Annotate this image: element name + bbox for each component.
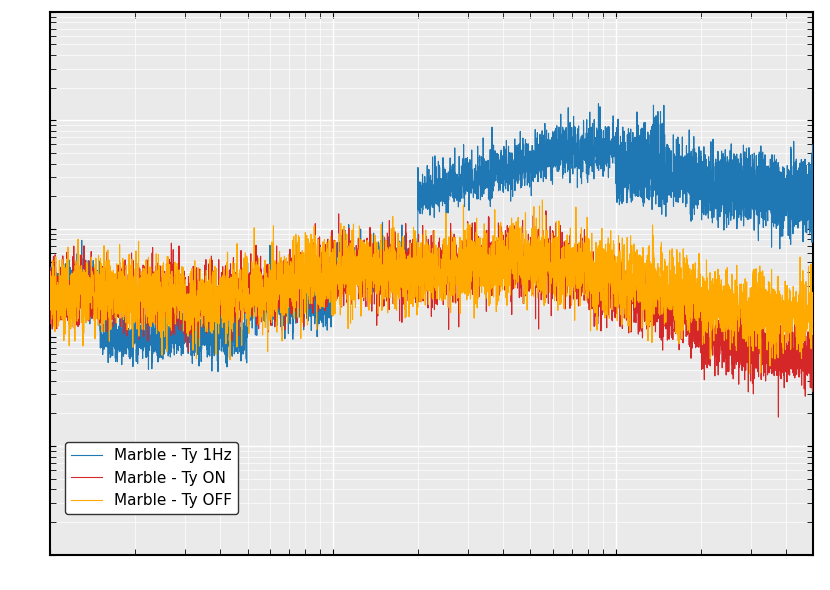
Marble - Ty ON — [541, 207, 551, 214]
Marble - Ty 1Hz — [503, 167, 513, 174]
Marble - Ty 1Hz — [183, 326, 193, 333]
Marble - Ty ON — [808, 345, 818, 352]
Marble - Ty OFF — [541, 278, 551, 286]
Legend: Marble - Ty 1Hz, Marble - Ty ON, Marble - Ty OFF: Marble - Ty 1Hz, Marble - Ty ON, Marble … — [65, 442, 238, 514]
Marble - Ty 1Hz — [593, 100, 603, 107]
Line: Marble - Ty 1Hz: Marble - Ty 1Hz — [50, 104, 813, 372]
Marble - Ty OFF — [808, 317, 818, 324]
Line: Marble - Ty ON: Marble - Ty ON — [50, 211, 813, 417]
Marble - Ty ON — [673, 301, 683, 308]
Marble - Ty ON — [615, 294, 625, 301]
Marble - Ty OFF — [337, 264, 347, 271]
Marble - Ty OFF — [615, 277, 625, 284]
Marble - Ty OFF — [538, 196, 548, 204]
Marble - Ty OFF — [673, 298, 683, 305]
Marble - Ty 1Hz — [541, 126, 551, 133]
Marble - Ty ON — [541, 294, 551, 301]
Marble - Ty ON — [774, 414, 784, 421]
Marble - Ty 1Hz — [45, 276, 55, 283]
Marble - Ty 1Hz — [337, 232, 347, 239]
Marble - Ty 1Hz — [213, 368, 223, 375]
Marble - Ty OFF — [503, 230, 513, 237]
Marble - Ty 1Hz — [673, 133, 683, 140]
Line: Marble - Ty OFF: Marble - Ty OFF — [50, 200, 813, 373]
Marble - Ty 1Hz — [808, 224, 818, 231]
Marble - Ty OFF — [45, 303, 55, 310]
Marble - Ty OFF — [183, 311, 193, 318]
Marble - Ty 1Hz — [615, 198, 625, 205]
Marble - Ty ON — [503, 231, 513, 238]
Marble - Ty OFF — [745, 370, 754, 377]
Marble - Ty ON — [45, 298, 55, 305]
Marble - Ty ON — [183, 273, 193, 280]
Marble - Ty ON — [337, 303, 347, 310]
